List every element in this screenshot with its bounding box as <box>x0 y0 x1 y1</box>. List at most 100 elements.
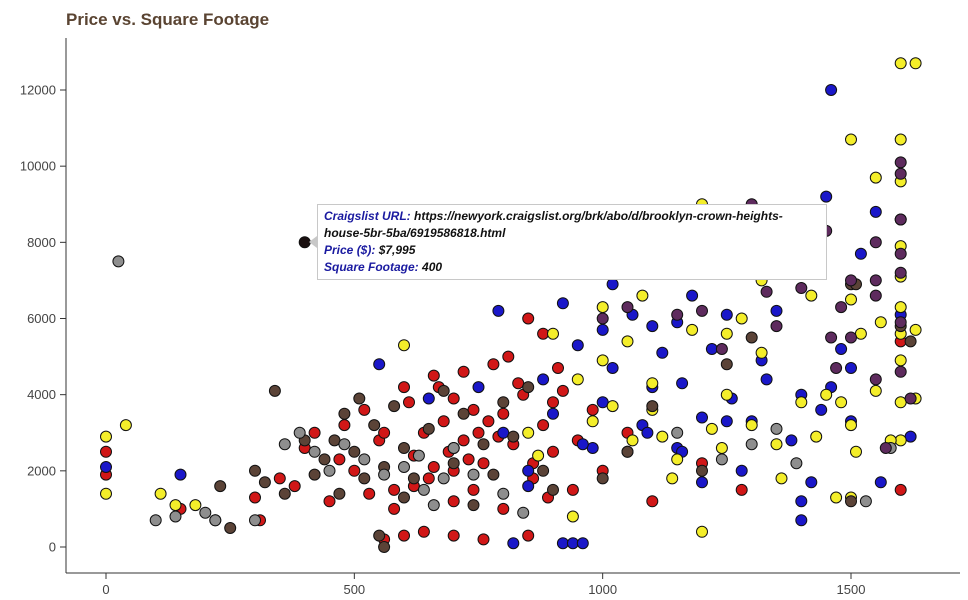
scatter-point[interactable] <box>894 316 907 329</box>
scatter-point[interactable] <box>422 392 435 405</box>
scatter-point[interactable] <box>894 247 907 260</box>
scatter-point[interactable] <box>556 537 569 550</box>
scatter-point[interactable] <box>646 495 659 508</box>
scatter-point[interactable] <box>874 476 887 489</box>
scatter-point[interactable] <box>437 472 450 485</box>
scatter-point[interactable] <box>686 323 699 336</box>
scatter-point[interactable] <box>621 335 634 348</box>
scatter-point[interactable] <box>850 445 862 458</box>
scatter-point[interactable] <box>606 362 619 374</box>
scatter-point[interactable] <box>596 472 609 485</box>
scatter-point[interactable] <box>497 407 510 420</box>
scatter-point[interactable] <box>845 419 857 432</box>
scatter-point[interactable] <box>845 495 857 508</box>
points-layer[interactable] <box>100 57 922 553</box>
scatter-point[interactable] <box>467 483 480 496</box>
scatter-point[interactable] <box>869 384 882 397</box>
scatter-point[interactable] <box>348 464 361 477</box>
scatter-point[interactable] <box>467 499 480 512</box>
scatter-point[interactable] <box>537 327 550 340</box>
scatter-point[interactable] <box>596 301 609 314</box>
scatter-point[interactable] <box>705 343 718 355</box>
scatter-point[interactable] <box>894 266 907 279</box>
scatter-point[interactable] <box>388 502 401 515</box>
scatter-point[interactable] <box>100 461 112 473</box>
scatter-point[interactable] <box>790 457 803 470</box>
scatter-point[interactable] <box>845 331 857 344</box>
scatter-point[interactable] <box>795 514 808 527</box>
scatter-point[interactable] <box>437 415 450 428</box>
scatter-point[interactable] <box>338 438 351 451</box>
scatter-point[interactable] <box>412 449 425 462</box>
scatter-point[interactable] <box>556 384 569 397</box>
scatter-point[interactable] <box>472 381 485 394</box>
scatter-point[interactable] <box>820 190 833 203</box>
scatter-point[interactable] <box>745 331 758 344</box>
scatter-point[interactable] <box>894 365 907 378</box>
scatter-point[interactable] <box>532 449 545 462</box>
scatter-point[interactable] <box>735 312 748 325</box>
scatter-point[interactable] <box>112 255 125 268</box>
scatter-point[interactable] <box>422 472 435 485</box>
scatter-point[interactable] <box>715 442 728 454</box>
scatter-point[interactable] <box>696 304 708 317</box>
scatter-point[interactable] <box>517 506 530 519</box>
scatter-point[interactable] <box>547 396 559 409</box>
scatter-point[interactable] <box>869 171 882 184</box>
scatter-point[interactable] <box>735 483 748 496</box>
scatter-point[interactable] <box>646 320 659 333</box>
scatter-point[interactable] <box>537 373 550 386</box>
scatter-point[interactable] <box>666 472 679 485</box>
scatter-point[interactable] <box>427 369 440 382</box>
scatter-point[interactable] <box>447 529 460 542</box>
scatter-point[interactable] <box>909 323 922 336</box>
scatter-point[interactable] <box>447 457 460 470</box>
scatter-point[interactable] <box>427 461 440 473</box>
scatter-point[interactable] <box>507 537 520 550</box>
scatter-point[interactable] <box>874 316 887 329</box>
scatter-point[interactable] <box>522 426 535 439</box>
scatter-point[interactable] <box>522 381 535 394</box>
scatter-point[interactable] <box>830 362 843 374</box>
scatter-point[interactable] <box>686 289 699 302</box>
scatter-point[interactable] <box>214 480 227 493</box>
scatter-point[interactable] <box>894 396 907 409</box>
scatter-point[interactable] <box>482 415 495 428</box>
scatter-point[interactable] <box>398 461 410 473</box>
scatter-point[interactable] <box>636 289 649 302</box>
scatter-point[interactable] <box>318 453 331 466</box>
scatter-point[interactable] <box>447 495 460 508</box>
scatter-point[interactable] <box>268 384 281 397</box>
scatter-point[interactable] <box>745 419 758 432</box>
scatter-point[interactable] <box>199 506 212 519</box>
scatter-point[interactable] <box>363 487 376 500</box>
scatter-point[interactable] <box>845 293 857 306</box>
scatter-point[interactable] <box>378 426 391 439</box>
scatter-point[interactable] <box>646 377 659 390</box>
scatter-point[interactable] <box>894 167 907 180</box>
scatter-point[interactable] <box>859 495 872 508</box>
scatter-point[interactable] <box>388 483 401 496</box>
scatter-point[interactable] <box>770 304 783 317</box>
scatter-point[interactable] <box>656 430 669 443</box>
scatter-point[interactable] <box>720 327 733 340</box>
scatter-point[interactable] <box>323 464 336 477</box>
scatter-point[interactable] <box>149 514 162 527</box>
scatter-point[interactable] <box>815 403 828 416</box>
scatter-point[interactable] <box>676 377 689 390</box>
scatter-point[interactable] <box>820 388 833 401</box>
scatter-point[interactable] <box>621 301 634 314</box>
scatter-point[interactable] <box>571 339 584 352</box>
scatter-point[interactable] <box>552 362 564 374</box>
scatter-point[interactable] <box>398 381 410 394</box>
scatter-point[interactable] <box>720 388 733 401</box>
scatter-point[interactable] <box>288 480 301 493</box>
scatter-point[interactable] <box>373 358 386 371</box>
scatter-point[interactable] <box>293 426 306 439</box>
scatter-point[interactable] <box>174 468 187 481</box>
scatter-point[interactable] <box>407 472 420 485</box>
scatter-point[interactable] <box>100 430 112 443</box>
scatter-point[interactable] <box>492 304 505 317</box>
scatter-point[interactable] <box>904 430 917 443</box>
scatter-point[interactable] <box>845 362 857 374</box>
